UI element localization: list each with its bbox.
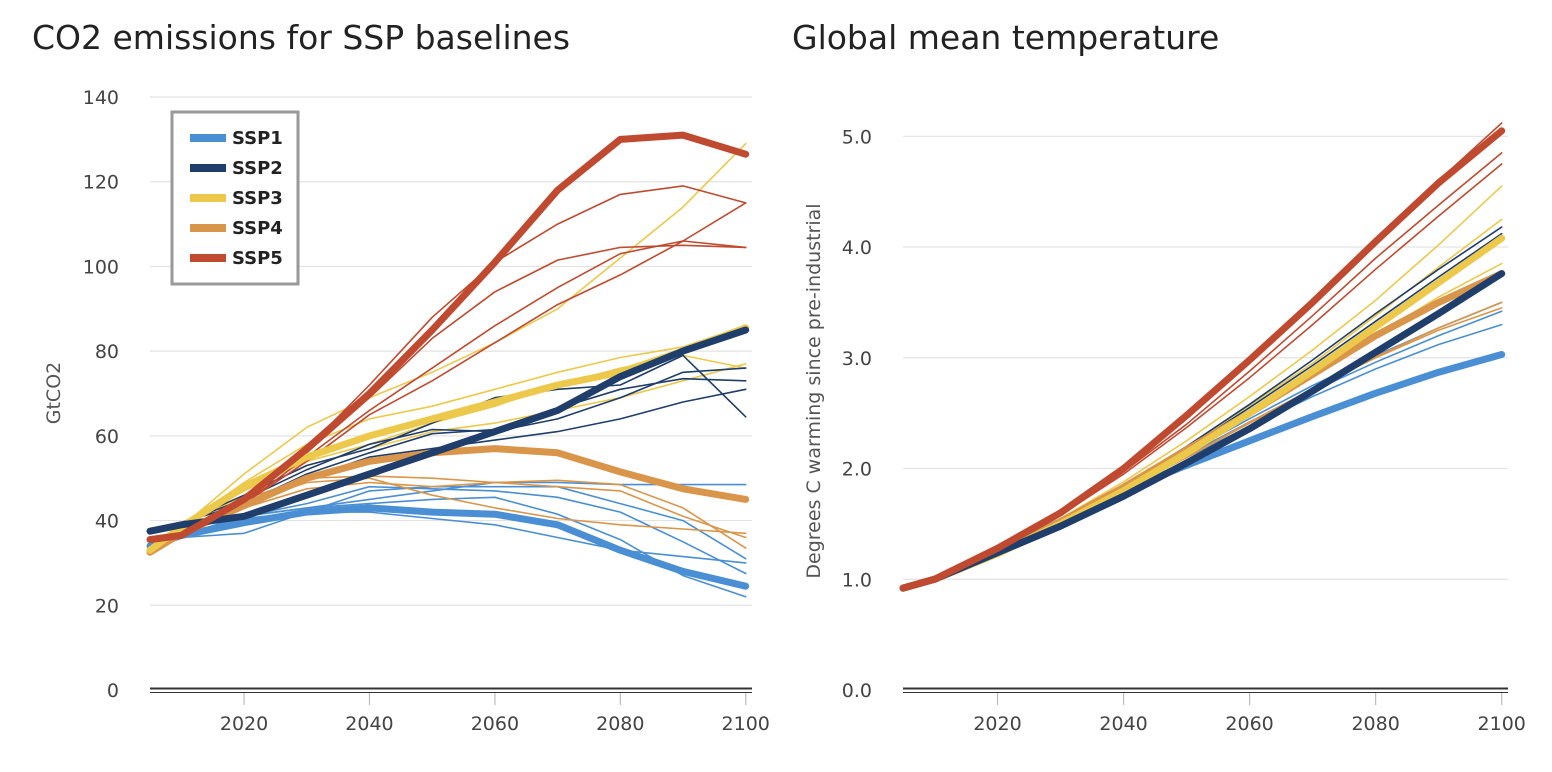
- legend-label-ssp1: SSP1: [232, 128, 283, 149]
- legend-label-ssp5: SSP5: [232, 248, 283, 269]
- co2-series-ssp5-marker: [146, 131, 750, 544]
- temp-x-tick-label: 2060: [1225, 713, 1273, 735]
- temp-y-tick-label: 3.0: [842, 348, 872, 370]
- co2-y-axis-label: GtCO2: [43, 362, 65, 424]
- co2-y-tick-label: 40: [95, 511, 119, 533]
- temp-y-tick-label: 2.0: [842, 459, 872, 481]
- temp-x-tick-label: 2020: [973, 713, 1021, 735]
- temp-x-tick-label: 2040: [1099, 713, 1147, 735]
- temp-y-tick-label: 4.0: [842, 237, 872, 259]
- temp-series-ssp2-marker: [899, 270, 1506, 592]
- co2-series-ssp5: [149, 244, 747, 541]
- co2-series-ssp1: [149, 496, 747, 598]
- co2-series-ssp5: [149, 240, 747, 541]
- temp-series-ssp5: [902, 152, 1503, 589]
- co2-x-tick-label: 2040: [345, 713, 393, 735]
- co2-y-tick-label: 100: [83, 256, 119, 278]
- co2-series-ssp1-marker: [146, 504, 750, 590]
- co2-series-ssp2: [149, 367, 747, 533]
- temp-series-ssp4-marker: [899, 270, 1506, 592]
- legend-label-ssp4: SSP4: [232, 218, 283, 239]
- temp-y-axis-label: Degrees C warming since pre-industrial: [803, 203, 825, 578]
- co2-series-ssp3: [149, 142, 747, 552]
- co2-y-tick-label: 140: [83, 87, 119, 109]
- temp-series-ssp5-marker: [899, 127, 1506, 592]
- temp-series-ssp3: [902, 262, 1503, 589]
- left-chart-title: CO2 emissions for SSP baselines: [32, 18, 571, 57]
- co2-y-tick-label: 80: [95, 341, 119, 363]
- co2-series-ssp2-marker: [146, 326, 750, 535]
- co2-x-tick-label: 2080: [596, 713, 644, 735]
- temp-x-tick-label: 2100: [1478, 713, 1526, 735]
- co2-y-tick-label: 120: [83, 172, 119, 194]
- legend-label-ssp2: SSP2: [232, 158, 283, 179]
- temp-series-ssp3: [902, 185, 1503, 589]
- co2-x-tick-label: 2100: [722, 713, 770, 735]
- co2-series-ssp3: [149, 362, 747, 552]
- co2-y-tick-label: 60: [95, 426, 119, 448]
- temp-series-ssp3-marker: [899, 234, 1506, 592]
- temp-y-tick-label: 5.0: [842, 126, 872, 148]
- co2-x-tick-label: 2060: [471, 713, 519, 735]
- co2-series-ssp2: [149, 354, 747, 533]
- co2-x-tick-label: 2020: [220, 713, 268, 735]
- legend-label-ssp3: SSP3: [232, 188, 283, 209]
- temp-series-ssp2: [902, 226, 1503, 589]
- right-chart-title: Global mean temperature: [792, 18, 1220, 57]
- co2-y-tick-label: 20: [95, 595, 119, 617]
- temp-y-tick-label: 1.0: [842, 569, 872, 591]
- temp-y-tick-label: 0.0: [842, 680, 872, 702]
- temp-x-tick-label: 2080: [1351, 713, 1399, 735]
- co2-y-tick-label: 0: [107, 680, 119, 702]
